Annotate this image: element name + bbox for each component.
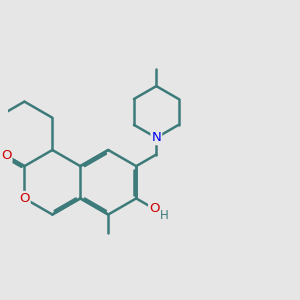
Text: O: O: [19, 192, 30, 205]
Text: N: N: [152, 131, 161, 144]
Text: O: O: [149, 202, 160, 215]
Text: O: O: [1, 149, 11, 162]
Text: H: H: [160, 209, 168, 223]
